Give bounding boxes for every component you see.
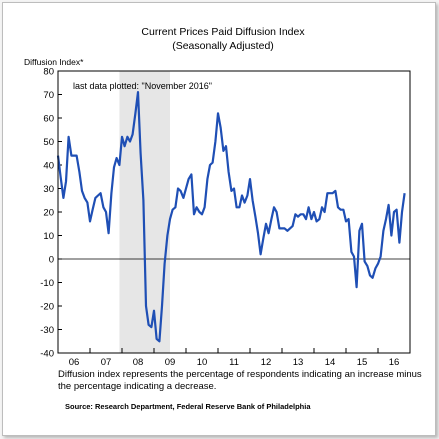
y-tick-label: 50 [43,137,54,148]
x-tick-label: 11 [229,357,239,368]
footnote-line-1: Diffusion index represents the percentag… [58,369,422,380]
x-tick-label: 10 [197,357,208,368]
y-tick-label: 0 [49,255,54,266]
y-tick-label: -40 [40,349,54,360]
series-line-prices-paid [56,91,406,343]
y-tick-label: 30 [43,184,54,195]
x-axis-ticks: 06 07 08 09 10 11 12 13 14 15 16 [57,348,411,368]
y-tick-label: -20 [40,302,54,313]
y-tick-label: 40 [43,161,54,172]
x-tick-label: 12 [261,357,272,368]
plot-area [57,70,411,354]
x-tick-label: 06 [69,357,80,368]
last-data-annotation: last data plotted: "November 2016" [73,81,212,91]
source-note: Source: Research Department, Federal Res… [65,402,311,411]
y-axis-label: Diffusion Index* [24,57,84,67]
y-tick-label: 20 [43,208,54,219]
y-axis-ticks: 80 70 60 50 40 30 20 10 0 -10 -20 -30 -40 [40,67,62,360]
x-tick-label: 07 [101,357,112,368]
chart-frame: Current Prices Paid Diffusion Index (Sea… [2,2,436,436]
y-tick-label: -30 [40,325,54,336]
x-tick-label: 08 [133,357,144,368]
y-tick-label: 70 [43,90,54,101]
x-tick-label: 13 [293,357,304,368]
y-tick-label: -10 [40,278,54,289]
footnote-line-2: the percentage indicating a decrease. [58,381,216,392]
chart-title: Current Prices Paid Diffusion Index [141,26,305,38]
x-tick-label: 14 [325,357,336,368]
line-chart: Current Prices Paid Diffusion Index (Sea… [24,26,422,411]
x-tick-label: 09 [165,357,176,368]
x-tick-label: 15 [357,357,368,368]
y-tick-label: 80 [43,67,54,78]
y-tick-label: 10 [43,231,54,242]
y-tick-label: 60 [43,114,54,125]
chart-subtitle: (Seasonally Adjusted) [172,40,274,52]
x-tick-label: 16 [389,357,400,368]
